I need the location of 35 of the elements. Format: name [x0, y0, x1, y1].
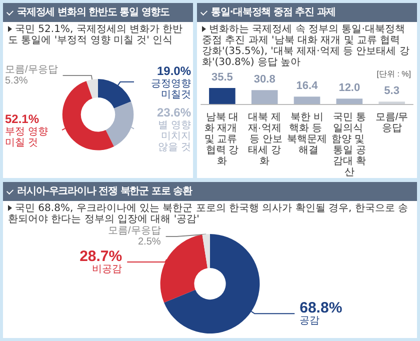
x-tick-label: 남북 대화 재개 및 교류 협력 강화	[204, 112, 240, 167]
data-label: 23.6%	[156, 105, 192, 120]
slice-label: 비공감	[92, 264, 122, 275]
chart-subtitle: 국민 52.1%, 국제정세의 변화가 한반도 통일에 '부정적 영향 미칠 것' 인식	[7, 23, 184, 46]
slice-label: 부정 영향 미칠 것	[5, 126, 48, 149]
chart-title: 국제정세 변화의 한반도 통일 영향도	[17, 6, 170, 20]
data-label: 30.8	[254, 74, 276, 86]
x-tick-label: 모름/무응답	[375, 112, 408, 134]
data-label: 52.1%	[5, 112, 40, 126]
x-tick-label: 국민 통일의식 함양 및 통일 공감대 확산	[332, 112, 368, 178]
slice-label: 별 영향 미치지 않을 것	[158, 120, 191, 153]
data-label: 5.3	[384, 85, 400, 98]
data-label: 19.0%	[156, 64, 192, 78]
bar	[294, 96, 320, 104]
data-label: 2.5%	[138, 236, 161, 248]
bar	[251, 90, 278, 104]
legend-label: 긍정영향 미칠것	[151, 78, 191, 100]
chart-title: 통일·대북정책 중점 추진 과제	[211, 6, 336, 20]
chart-subtitle: 국민 68.8%, 우크라이나에 있는 북한군 포로의 한국행 의사가 확인될 경우, 한국으로 송환되어야 한다는 정부의 입장에 대해 '공감'	[7, 202, 410, 225]
bar	[336, 98, 363, 104]
slice-label: 모름/무응답	[108, 226, 161, 236]
x-tick-label: 북한 비핵화 등 북핵문제 해결	[287, 112, 327, 156]
text: [단위 : %]	[376, 70, 412, 78]
data-label: 68.8%	[300, 300, 342, 317]
slice-label: 모름/무응답	[5, 64, 58, 76]
data-label: 12.0	[338, 82, 360, 94]
data-label: 5.3%	[5, 76, 28, 87]
slice-label: 공감	[300, 316, 320, 327]
bar	[209, 88, 236, 104]
data-label: 16.4	[296, 80, 319, 92]
x-tick-label: 대북 제재·억제 등 안보태세 강화	[246, 112, 282, 167]
chart-subtitle: 변화하는 국제정세 속 정부의 통일·대북정책 중점 추진 과제 '남북 대화 재개 및 교류 협력 강화'(35.5%), '대북 제재·억제 등 안보태세 강화'(30.8%) 응답 높아	[201, 23, 410, 68]
data-label: 28.7%	[80, 248, 122, 265]
data-label: 35.5	[211, 72, 233, 84]
chart-title: 러시아-우크라이나 전쟁 북한군 포로 송환	[17, 185, 192, 199]
